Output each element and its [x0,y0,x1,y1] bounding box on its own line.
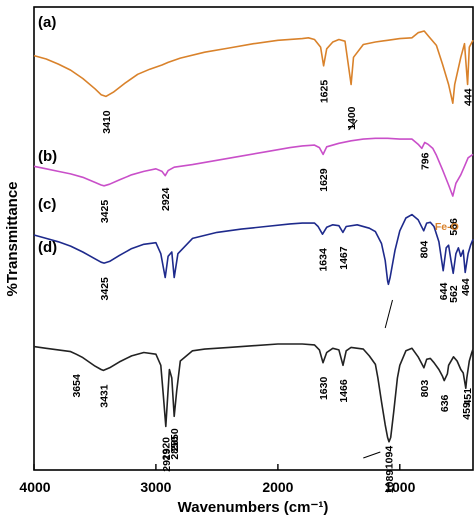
x-tick-label: 3000 [140,479,171,495]
series-layer [33,30,474,443]
peak-label: 2924 [160,188,172,212]
x-tick-label: 4000 [19,479,50,495]
peak-label-layer: 3410 1625 1400 444 3425 2924 1629 796 566 3425 163… [71,80,474,494]
peak-label: 636 [439,394,451,412]
panel-label-b: (b) [38,148,57,165]
peak-label: 1466 [338,379,350,403]
peak-label: 464 [460,278,472,296]
peak-label: 796 [420,152,432,170]
x-tick-label: 1000 [384,479,415,495]
series-line-a [33,30,474,104]
x-tick-label: 2000 [262,479,293,495]
peak-label: 1467 [338,246,350,270]
series-line-c [33,213,474,286]
peak-label: 2850 [169,436,181,460]
peak-label: 1625 [319,80,331,104]
peak-label: 3425 [99,200,111,224]
peak-label: 1634 [318,248,330,272]
panel-label-c: (c) [38,196,56,213]
peak-label: 644 [438,283,450,301]
peak-label: 3425 [99,277,111,301]
peak-label: 566 [448,218,460,236]
peak-label: 451 [462,388,474,406]
peak-label: 3410 [101,110,113,134]
peak-label: 2850 [169,428,181,452]
x-axis-title: Wavenumbers (cm⁻¹) [178,499,329,516]
peak-label: 459 [461,402,473,420]
peak-label: 1089 [384,470,396,494]
peak-label: 3654 [71,374,83,398]
series-line-d [33,343,474,443]
peak-arrow [363,451,381,459]
y-axis-title: %Transmittance [4,181,21,296]
panel-label-d: (d) [38,239,57,256]
plot-frame [33,6,474,471]
peak-label: 1630 [318,377,330,401]
annotation-fe-o: Fe-O [435,221,459,233]
peak-arrow [384,299,393,329]
peak-arrow [348,119,358,131]
peak-marker-layer [348,119,393,459]
x-axis-ticks: 4000 3000 2000 1000 [19,464,416,495]
panel-label-a: (a) [38,14,56,31]
peak-label: 803 [419,380,431,398]
peak-label: 1094 [383,446,395,470]
series-line-b [33,137,474,197]
peak-label: 444 [463,88,474,106]
peak-label: 562 [448,285,460,303]
peak-label: 804 [419,241,431,259]
peak-label: 2920 [161,437,173,461]
peak-label: 1629 [318,168,330,192]
peak-label: 2919 [161,448,173,472]
peak-label: 3431 [98,384,110,408]
peak-label: 1400 [346,106,358,130]
